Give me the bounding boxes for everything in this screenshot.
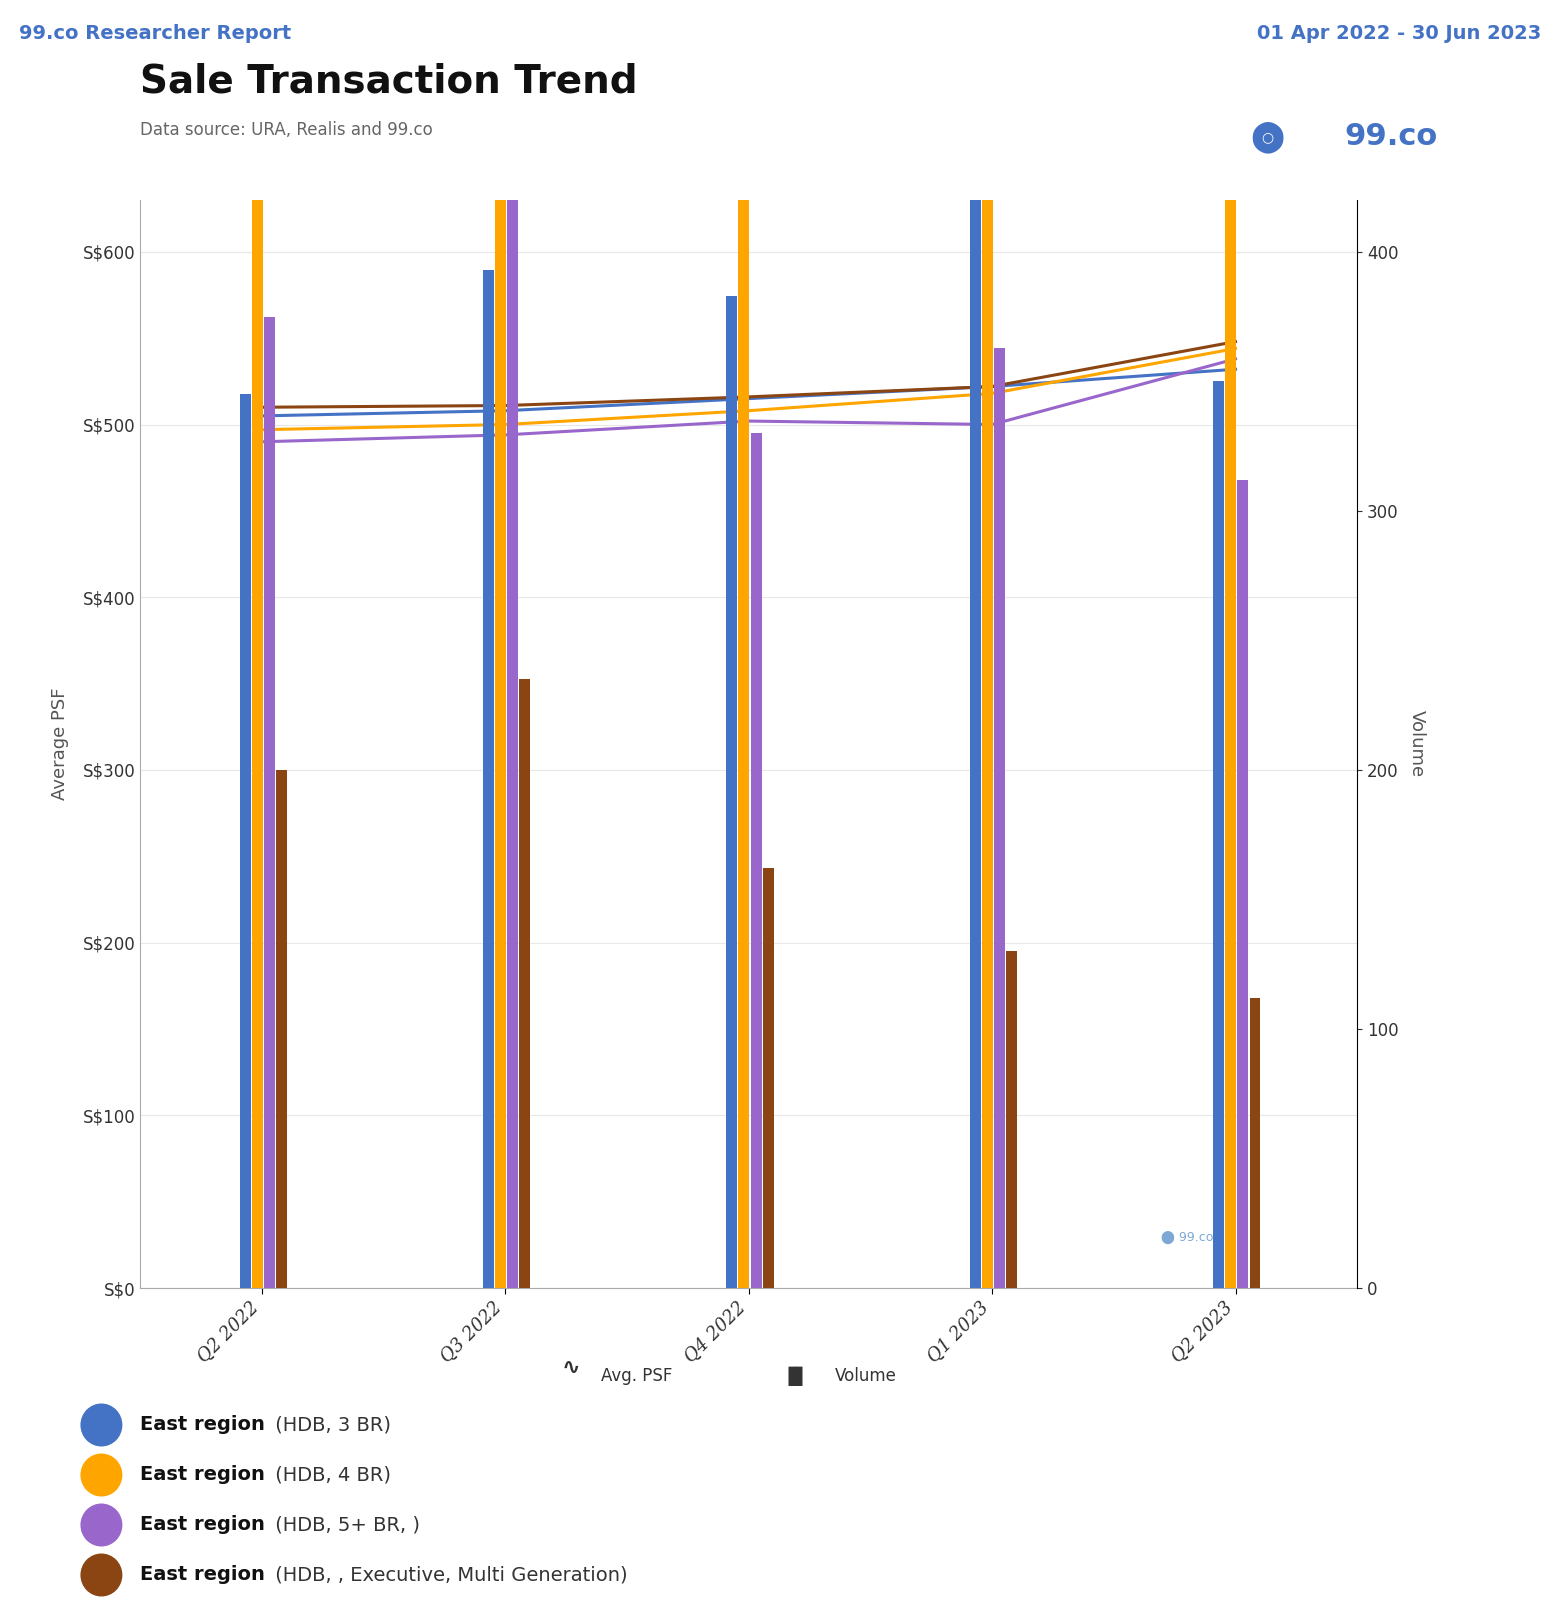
Bar: [727, 296, 738, 1288]
Bar: [276, 770, 287, 1288]
Text: 99.co: 99.co: [1345, 123, 1437, 152]
Text: (HDB, 4 BR): (HDB, 4 BR): [268, 1466, 392, 1485]
Bar: [750, 434, 761, 1288]
Text: ○: ○: [1262, 130, 1273, 144]
Text: ⬤ 99.co: ⬤ 99.co: [1161, 1232, 1214, 1245]
Text: East region: East region: [140, 1515, 265, 1534]
Bar: [1250, 998, 1260, 1288]
Text: Sale Transaction Trend: Sale Transaction Trend: [140, 62, 638, 101]
Text: ∿: ∿: [562, 1358, 580, 1378]
Text: ⬤: ⬤: [1250, 122, 1284, 152]
Bar: [240, 394, 251, 1288]
Text: Data source: URA, Realis and 99.co: Data source: URA, Realis and 99.co: [140, 122, 434, 139]
Text: (HDB, 3 BR): (HDB, 3 BR): [268, 1416, 392, 1435]
Text: 01 Apr 2022 - 30 Jun 2023: 01 Apr 2022 - 30 Jun 2023: [1257, 24, 1541, 43]
Bar: [1237, 480, 1248, 1288]
Bar: [994, 347, 1005, 1288]
Text: Avg. PSF: Avg. PSF: [601, 1366, 672, 1386]
Bar: [507, 136, 518, 1288]
Bar: [264, 317, 275, 1288]
Text: Exec, Multi-gen: S$548: Exec, Multi-gen: S$548: [713, 192, 903, 206]
Bar: [970, 122, 981, 1288]
Bar: [519, 680, 530, 1288]
Bar: [738, 0, 749, 1288]
Bar: [1214, 381, 1225, 1288]
Text: ▐▌: ▐▌: [780, 1366, 810, 1386]
Bar: [495, 0, 505, 1288]
Y-axis label: Average PSF: Average PSF: [51, 688, 69, 800]
Y-axis label: Volume: Volume: [1409, 710, 1426, 778]
Text: 3-room: S$532: 3-room: S$532: [713, 110, 835, 125]
Text: Q2 2023 avg price psf: Q2 2023 avg price psf: [713, 82, 902, 98]
Bar: [251, 0, 262, 1288]
Bar: [981, 0, 992, 1288]
Text: 99.co Researcher Report: 99.co Researcher Report: [19, 24, 292, 43]
Bar: [1225, 0, 1236, 1288]
Text: 4-room: S$544: 4-room: S$544: [713, 138, 835, 152]
Text: 5-room: S$538: 5-room: S$538: [713, 165, 835, 179]
Text: East region: East region: [140, 1416, 265, 1435]
Text: Volume: Volume: [835, 1366, 897, 1386]
Text: East region: East region: [140, 1565, 265, 1584]
Bar: [763, 869, 774, 1288]
Text: (HDB, 5+ BR, ): (HDB, 5+ BR, ): [268, 1515, 420, 1534]
Bar: [1006, 952, 1017, 1288]
Bar: [484, 270, 495, 1288]
Text: East region: East region: [140, 1466, 265, 1485]
Text: (HDB, , Executive, Multi Generation): (HDB, , Executive, Multi Generation): [268, 1565, 627, 1584]
